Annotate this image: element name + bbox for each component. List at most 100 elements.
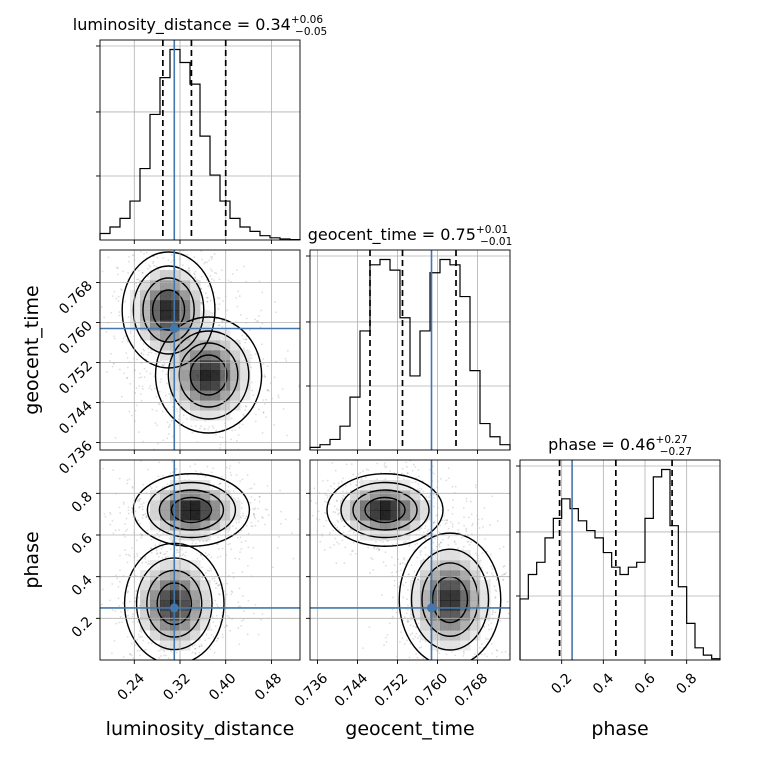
sample-point — [432, 521, 435, 524]
sample-point — [154, 353, 157, 355]
sample-point — [487, 628, 490, 631]
sample-point — [253, 515, 256, 518]
sample-point — [206, 297, 209, 299]
sample-point — [244, 540, 247, 542]
sample-point — [249, 501, 252, 504]
density-cell — [180, 370, 191, 381]
sample-point — [272, 566, 274, 569]
sample-point — [483, 625, 486, 628]
sample-point — [324, 500, 326, 503]
sample-point — [362, 647, 364, 650]
sample-point — [234, 557, 237, 560]
sample-point — [371, 558, 374, 561]
sample-point — [140, 250, 142, 253]
sample-point — [126, 376, 129, 379]
sample-point — [265, 416, 267, 418]
sample-point — [235, 296, 238, 299]
sample-point — [148, 264, 151, 267]
density-cell — [460, 620, 471, 631]
sample-point — [471, 524, 474, 527]
sample-point — [463, 524, 466, 527]
sample-point — [134, 510, 137, 513]
sample-point — [156, 230, 158, 232]
density-cell — [180, 560, 191, 571]
density-cell — [170, 270, 181, 281]
sample-point — [210, 556, 213, 559]
density-cell — [150, 490, 161, 501]
density-cell — [390, 520, 401, 531]
sample-point — [176, 410, 179, 413]
density-cell — [200, 320, 211, 331]
sample-point — [132, 486, 134, 489]
sample-point — [447, 467, 450, 470]
sample-point — [220, 269, 223, 272]
density-cell — [140, 620, 151, 631]
sample-point — [279, 489, 281, 492]
density-cell — [370, 480, 381, 491]
sample-point — [166, 228, 168, 230]
density-cell — [200, 480, 211, 491]
sample-point — [368, 626, 371, 629]
sample-point — [504, 650, 507, 653]
sample-point — [252, 612, 255, 615]
density-cell — [180, 480, 191, 491]
sample-point — [408, 543, 411, 546]
sample-point — [492, 667, 494, 669]
sample-point — [538, 530, 540, 532]
sample-point — [412, 463, 415, 466]
density-cell — [160, 280, 171, 291]
sample-point — [143, 367, 146, 370]
sample-point — [418, 646, 421, 649]
sample-point — [191, 226, 193, 228]
sample-point — [147, 560, 150, 563]
sample-point — [177, 477, 180, 480]
sample-point — [349, 553, 352, 556]
sample-point — [492, 611, 494, 614]
sample-point — [171, 660, 173, 662]
density-cell — [210, 380, 221, 391]
sample-point — [142, 483, 145, 486]
sample-point — [486, 571, 489, 574]
sample-point — [221, 319, 224, 322]
sample-point — [230, 438, 233, 441]
sample-point — [214, 587, 217, 590]
density-cell — [440, 550, 451, 561]
sample-point — [109, 599, 111, 602]
sample-point — [385, 636, 387, 639]
sample-point — [484, 537, 487, 540]
density-cell — [180, 520, 191, 531]
sample-point — [402, 541, 405, 544]
sample-point — [162, 257, 165, 259]
sample-point — [332, 529, 335, 532]
sample-point — [451, 506, 454, 509]
sample-point — [141, 635, 143, 638]
sample-point — [196, 557, 199, 560]
density-cell — [230, 380, 241, 391]
sample-point — [372, 547, 375, 550]
sample-point — [160, 378, 163, 381]
sample-point — [277, 396, 280, 399]
density-cell — [450, 610, 461, 621]
contour-line — [158, 489, 225, 531]
sample-point — [95, 536, 97, 538]
sample-point — [118, 368, 121, 371]
sample-point — [305, 482, 307, 484]
density-cell — [180, 320, 191, 331]
sample-point — [494, 597, 497, 600]
sample-point — [402, 619, 405, 622]
density-cell — [200, 510, 211, 521]
sample-point — [530, 578, 532, 580]
sample-point — [286, 350, 289, 352]
sample-point — [113, 640, 116, 642]
sample-point — [111, 609, 114, 612]
sample-point — [147, 275, 149, 278]
sample-point — [163, 363, 166, 365]
sample-point — [191, 645, 194, 647]
sample-point — [126, 339, 129, 341]
sample-point — [345, 463, 348, 466]
sample-point — [263, 375, 266, 378]
density-cell — [170, 510, 181, 521]
sample-point — [217, 547, 220, 550]
density-cell — [160, 610, 171, 621]
sample-point — [238, 643, 241, 646]
